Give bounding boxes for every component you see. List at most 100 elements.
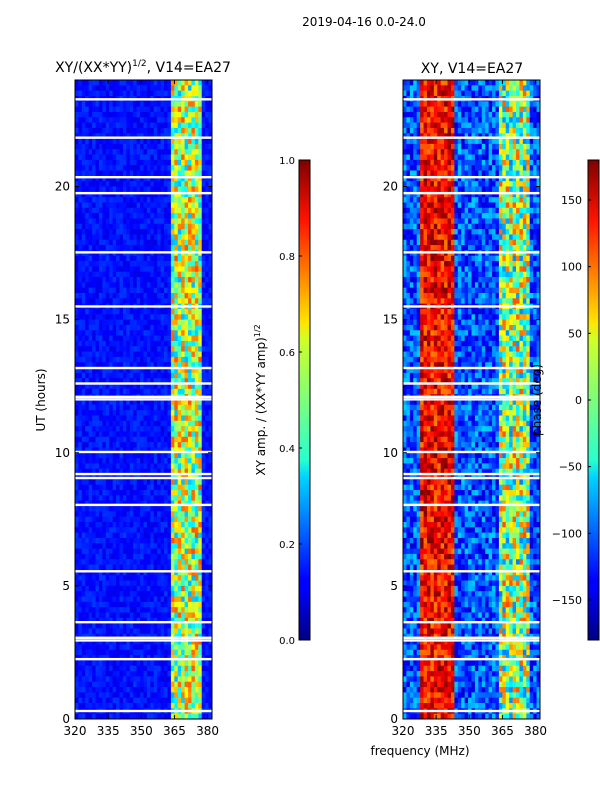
heatmap-cell: [126, 495, 130, 501]
heatmap-cell: [205, 613, 209, 619]
heatmap-cell: [75, 261, 79, 267]
heatmap-cell: [75, 495, 79, 501]
heatmap-cell: [205, 256, 209, 262]
heatmap-cell: [120, 101, 124, 107]
heatmap-cell: [171, 181, 175, 187]
heatmap-cell: [147, 293, 151, 299]
panel-amplitude-title: XY/(XX*YY)1/2, V14=EA27: [55, 59, 231, 76]
heatmap-cell: [171, 224, 175, 230]
heatmap-cell: [85, 144, 89, 150]
heatmap-cell: [92, 149, 96, 155]
heatmap-cell: [106, 666, 110, 672]
heatmap-cell: [116, 352, 120, 358]
heatmap-cell: [167, 549, 171, 555]
heatmap-cell: [109, 117, 113, 123]
heatmap-cell: [167, 666, 171, 672]
heatmap-cell: [92, 463, 96, 469]
heatmap-cell: [157, 298, 161, 304]
heatmap-cell: [102, 309, 106, 315]
heatmap-cell: [102, 586, 106, 592]
heatmap-cell: [85, 139, 89, 145]
heatmap-cell: [202, 309, 206, 315]
heatmap-cell: [85, 155, 89, 161]
heatmap-cell: [181, 437, 185, 443]
heatmap-cell: [78, 554, 82, 560]
heatmap-cell: [461, 85, 465, 91]
heatmap-cell: [188, 575, 192, 581]
heatmap-cell: [185, 485, 189, 491]
heatmap-cell: [171, 149, 175, 155]
heatmap-cell: [191, 208, 195, 214]
heatmap-cell: [99, 261, 103, 267]
heatmap-cell: [75, 463, 79, 469]
heatmap-cell: [96, 224, 100, 230]
heatmap-cell: [78, 389, 82, 395]
heatmap-cell: [185, 533, 189, 539]
heatmap-cell: [137, 165, 141, 171]
heatmap-cell: [144, 554, 148, 560]
heatmap-cell: [137, 213, 141, 219]
heatmap-cell: [509, 91, 513, 97]
heatmap-cell: [164, 224, 168, 230]
heatmap-cell: [164, 671, 168, 677]
heatmap-cell: [137, 431, 141, 437]
heatmap-cell: [188, 139, 192, 145]
heatmap-cell: [164, 320, 168, 326]
heatmap-cell: [109, 85, 113, 91]
heatmap-cell: [96, 128, 100, 134]
heatmap-cell: [78, 453, 82, 459]
heatmap-cell: [181, 139, 185, 145]
heatmap-cell: [202, 202, 206, 208]
heatmap-cell: [123, 293, 127, 299]
heatmap-cell: [161, 149, 165, 155]
heatmap-cell: [92, 197, 96, 203]
heatmap-cell: [102, 405, 106, 411]
heatmap-cell: [75, 352, 79, 358]
heatmap-cell: [198, 543, 202, 549]
heatmap-cell: [116, 389, 120, 395]
heatmap-cell: [116, 171, 120, 177]
heatmap-cell: [92, 650, 96, 656]
heatmap-cell: [513, 91, 517, 97]
heatmap-cell: [113, 298, 117, 304]
heatmap-cell: [188, 453, 192, 459]
heatmap-cell: [137, 549, 141, 555]
heatmap-cell: [188, 426, 192, 432]
heatmap-cell: [96, 543, 100, 549]
heatmap-cell: [147, 581, 151, 587]
heatmap-cell: [147, 314, 151, 320]
heatmap-cell: [167, 613, 171, 619]
heatmap-cell: [130, 559, 134, 565]
heatmap-cell: [144, 234, 148, 240]
heatmap-cell: [89, 575, 93, 581]
heatmap-cell: [78, 463, 82, 469]
heatmap-cell: [126, 421, 130, 427]
heatmap-cell: [178, 107, 182, 113]
heatmap-cell: [150, 586, 154, 592]
heatmap-cell: [161, 320, 165, 326]
heatmap-cell: [161, 165, 165, 171]
heatmap-cell: [78, 245, 82, 251]
heatmap-cell: [120, 453, 124, 459]
heatmap-cell: [89, 325, 93, 331]
heatmap-cell: [137, 613, 141, 619]
heatmap-cell: [109, 660, 113, 666]
heatmap-cell: [92, 559, 96, 565]
heatmap-cell: [178, 575, 182, 581]
heatmap-cell: [82, 197, 86, 203]
heatmap-cell: [191, 602, 195, 608]
heatmap-cell: [99, 703, 103, 709]
heatmap-cell: [102, 314, 106, 320]
heatmap-cell: [202, 703, 206, 709]
heatmap-cell: [167, 703, 171, 709]
heatmap-cell: [427, 91, 431, 97]
heatmap-cell: [123, 485, 127, 491]
heatmap-cell: [123, 91, 127, 97]
heatmap-cell: [89, 506, 93, 512]
heatmap-cell: [164, 597, 168, 603]
heatmap-cell: [202, 288, 206, 294]
heatmap-cell: [188, 549, 192, 555]
heatmap-cell: [195, 266, 199, 272]
heatmap-cell: [167, 650, 171, 656]
heatmap-cell: [123, 437, 127, 443]
